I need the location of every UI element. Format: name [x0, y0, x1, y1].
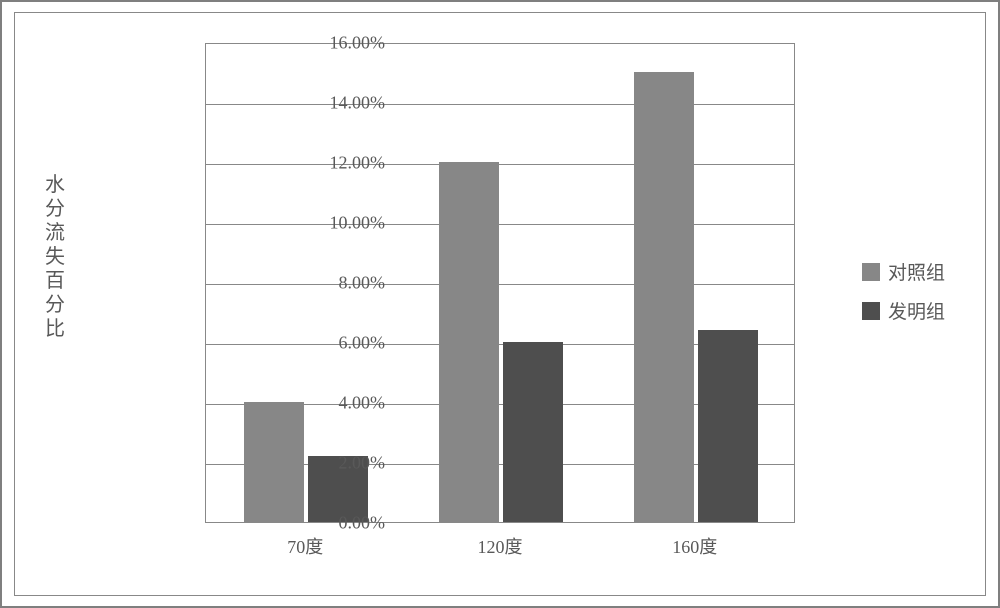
y-tick-label: 6.00%	[305, 333, 385, 354]
legend: 对照组 发明组	[862, 258, 945, 336]
grid-line	[206, 104, 794, 105]
y-tick-label: 14.00%	[305, 93, 385, 114]
legend-label-1: 发明组	[888, 297, 945, 324]
y-tick-label: 16.00%	[305, 33, 385, 54]
bar-0-1	[439, 162, 499, 522]
legend-item-0: 对照组	[862, 258, 945, 285]
bar-1-2	[698, 330, 758, 522]
chart-frame: 水分流失百分比 0.00% 2.00% 4.00% 6.00% 8.00% 10.00% 1…	[0, 0, 1000, 608]
legend-label-0: 对照组	[888, 258, 945, 285]
grid-line	[206, 284, 794, 285]
grid-line	[206, 164, 794, 165]
legend-item-1: 发明组	[862, 297, 945, 324]
x-tick-label: 120度	[478, 533, 523, 559]
x-tick-label: 70度	[287, 533, 323, 559]
y-tick-label: 4.00%	[305, 393, 385, 414]
plot-area	[205, 43, 795, 523]
y-tick-label: 2.00%	[305, 453, 385, 474]
y-tick-label: 12.00%	[305, 153, 385, 174]
y-tick-label: 0.00%	[305, 513, 385, 534]
grid-line	[206, 224, 794, 225]
legend-swatch-0	[862, 263, 880, 281]
bar-0-2	[634, 72, 694, 522]
chart-inner: 水分流失百分比 0.00% 2.00% 4.00% 6.00% 8.00% 10.00% 1…	[14, 12, 986, 596]
bar-1-1	[503, 342, 563, 522]
y-tick-label: 10.00%	[305, 213, 385, 234]
y-tick-label: 8.00%	[305, 273, 385, 294]
y-axis-label: 水分流失百分比	[45, 173, 65, 341]
x-tick-label: 160度	[672, 533, 717, 559]
legend-swatch-1	[862, 302, 880, 320]
bar-0-0	[244, 402, 304, 522]
